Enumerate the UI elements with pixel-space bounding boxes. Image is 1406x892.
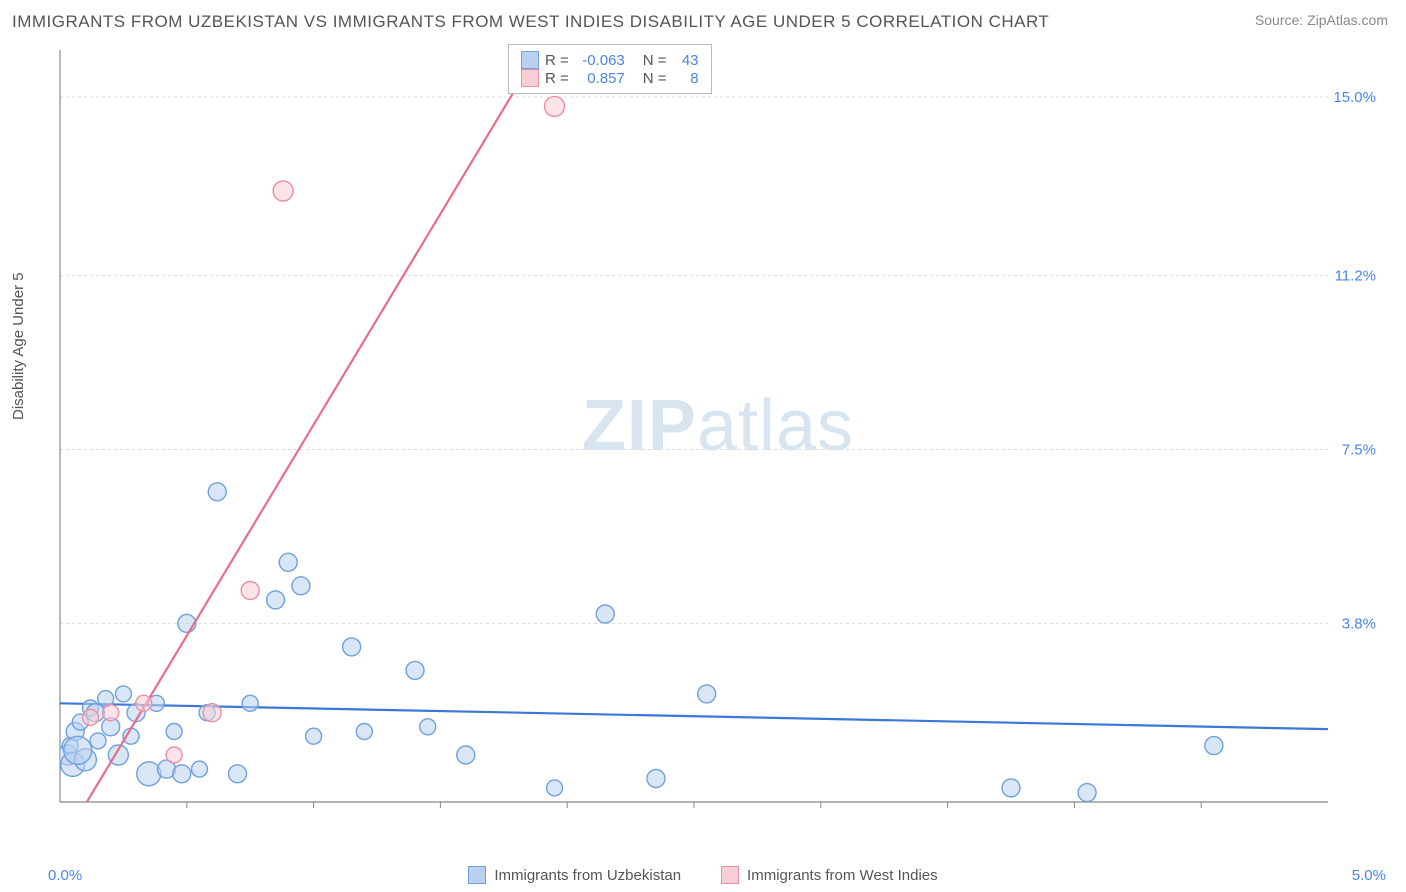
swatch-icon <box>521 51 539 69</box>
legend-label: Immigrants from West Indies <box>747 867 938 884</box>
r-label: R = <box>545 70 569 87</box>
swatch-icon <box>468 866 486 884</box>
chart-title: IMMIGRANTS FROM UZBEKISTAN VS IMMIGRANTS… <box>12 12 1049 32</box>
svg-text:11.2%: 11.2% <box>1335 268 1376 285</box>
svg-text:7.5%: 7.5% <box>1342 442 1376 459</box>
source-attribution: Source: ZipAtlas.com <box>1255 12 1388 28</box>
n-value: 8 <box>673 70 699 87</box>
scatter-chart: 15.0% 11.2% 7.5% 3.8% <box>48 42 1388 842</box>
svg-text:15.0%: 15.0% <box>1333 89 1376 106</box>
legend-item-westindies: Immigrants from West Indies <box>721 866 938 884</box>
series-legend: Immigrants from Uzbekistan Immigrants fr… <box>0 866 1406 884</box>
n-value: 43 <box>673 52 699 69</box>
plot-area: 15.0%11.2%7.5%3.8% ZIPatlas R =-0.063N =… <box>48 42 1388 842</box>
svg-text:3.8%: 3.8% <box>1342 615 1376 632</box>
legend-label: Immigrants from Uzbekistan <box>494 867 681 884</box>
legend-stats-row: R = 0.857 N = 8 <box>521 69 699 87</box>
correlation-legend: R = -0.063 N = 43 R = 0.857 N = 8 <box>508 44 712 94</box>
legend-stats-row: R = -0.063 N = 43 <box>521 51 699 69</box>
y-axis-label: Disability Age Under 5 <box>10 272 27 420</box>
swatch-icon <box>521 69 539 87</box>
n-label: N = <box>643 70 667 87</box>
r-value: -0.063 <box>575 52 625 69</box>
n-label: N = <box>643 52 667 69</box>
swatch-icon <box>721 866 739 884</box>
legend-item-uzbekistan: Immigrants from Uzbekistan <box>468 866 681 884</box>
r-label: R = <box>545 52 569 69</box>
r-value: 0.857 <box>575 70 625 87</box>
